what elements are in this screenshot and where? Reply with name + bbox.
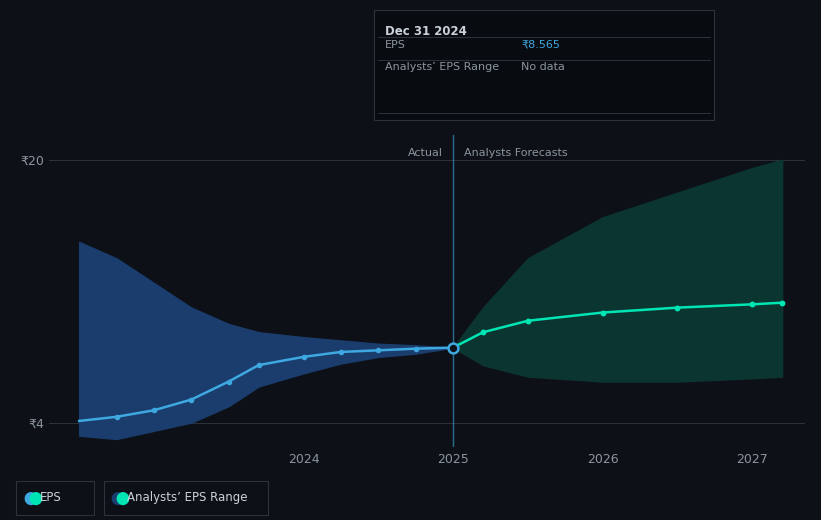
Text: ⬤: ⬤ xyxy=(111,491,125,504)
Point xyxy=(671,304,684,312)
Point xyxy=(521,317,534,325)
Point xyxy=(222,378,236,386)
Point xyxy=(185,395,198,404)
Text: ⬤: ⬤ xyxy=(116,491,130,504)
Point xyxy=(252,361,265,369)
Text: ⬤: ⬤ xyxy=(23,491,37,504)
Point xyxy=(745,300,759,308)
Text: Analysts’ EPS Range: Analysts’ EPS Range xyxy=(127,491,248,504)
Point xyxy=(297,353,310,361)
Text: Analysts’ EPS Range: Analysts’ EPS Range xyxy=(385,62,499,72)
Text: ⬤: ⬤ xyxy=(28,491,42,504)
Point xyxy=(334,348,347,356)
Point xyxy=(110,413,123,421)
Point xyxy=(409,345,422,353)
Point xyxy=(776,298,789,307)
Text: Actual: Actual xyxy=(407,148,443,158)
Point xyxy=(476,328,489,336)
Point xyxy=(596,308,609,317)
Text: No data: No data xyxy=(521,62,565,72)
Text: Dec 31 2024: Dec 31 2024 xyxy=(385,25,467,38)
Point xyxy=(372,346,385,355)
Point xyxy=(447,343,460,352)
Point xyxy=(148,406,161,414)
Text: Analysts Forecasts: Analysts Forecasts xyxy=(464,148,567,158)
Text: EPS: EPS xyxy=(385,40,406,50)
Text: ₹8.565: ₹8.565 xyxy=(521,40,560,50)
Text: EPS: EPS xyxy=(39,491,61,504)
